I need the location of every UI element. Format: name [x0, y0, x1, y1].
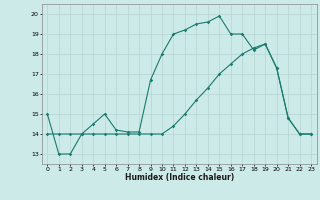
X-axis label: Humidex (Indice chaleur): Humidex (Indice chaleur)	[124, 173, 234, 182]
